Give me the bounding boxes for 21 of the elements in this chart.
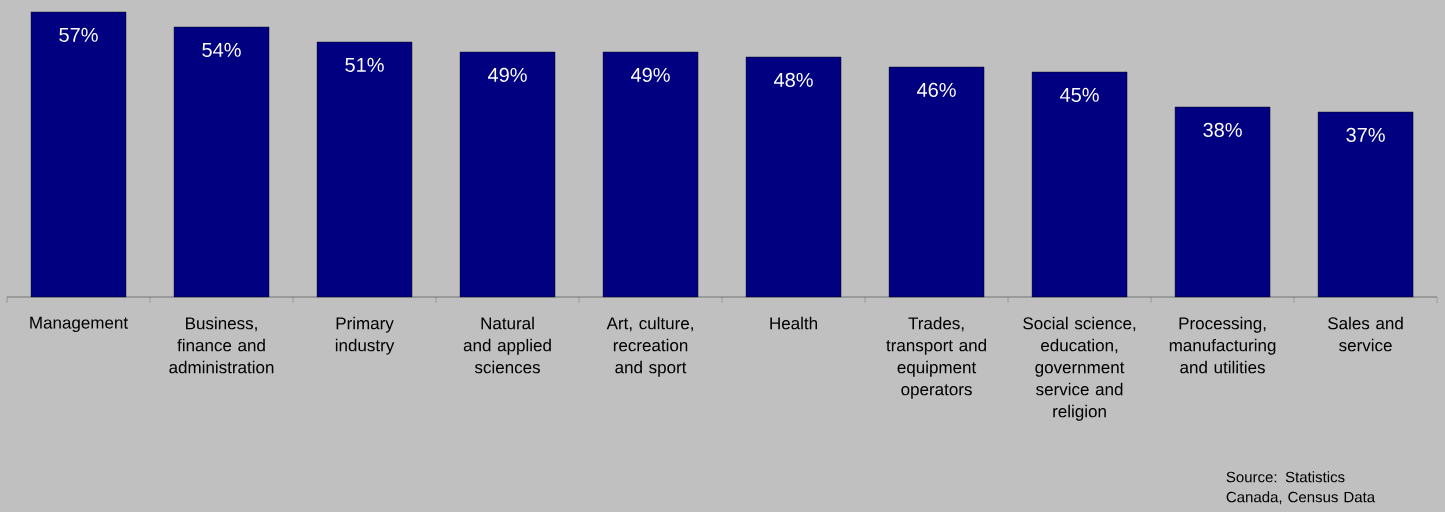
- data-label: 49%: [487, 67, 527, 82]
- data-label: 45%: [1059, 87, 1099, 102]
- data-label: 46%: [916, 82, 956, 97]
- x-tick-label: Health: [770, 316, 817, 330]
- data-label: 37%: [1346, 127, 1385, 142]
- x-tick-label: Management: [30, 316, 128, 333]
- x-tick-label: Business, finance and administration: [169, 316, 274, 374]
- x-tick-label: Natural and applied sciences: [463, 316, 551, 374]
- data-label: 51%: [345, 57, 384, 72]
- x-tick-label: Processing, manufacturing and utilities: [1169, 316, 1276, 374]
- data-label: 38%: [1203, 122, 1242, 137]
- source-note: Source: Statistics Canada, Census Data: [1226, 471, 1376, 505]
- x-tick-label: Art, culture, recreation and sport: [606, 316, 693, 377]
- x-tick-label: Trades, transport and equipment operators: [886, 316, 986, 399]
- x-tick-label: Social science, education, government service and religion: [1023, 316, 1136, 421]
- data-label: 48%: [773, 72, 813, 87]
- data-label: 49%: [630, 67, 670, 82]
- data-label: 57%: [59, 27, 98, 42]
- data-label: 54%: [202, 42, 241, 57]
- x-tick-label: Primary industry: [335, 316, 395, 355]
- x-tick-label: Sales and service: [1328, 316, 1403, 352]
